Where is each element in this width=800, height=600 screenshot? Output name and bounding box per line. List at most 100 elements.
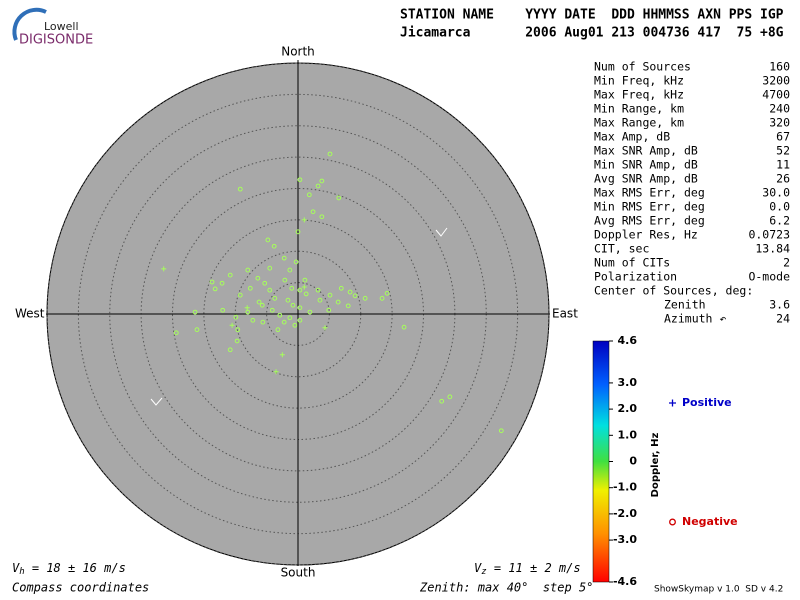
source-point xyxy=(315,183,321,189)
source-point xyxy=(219,280,225,286)
source-point xyxy=(282,277,288,283)
source-point xyxy=(227,347,233,353)
stat-value: 240 xyxy=(769,102,790,116)
stat-value: 0.0 xyxy=(769,200,790,214)
source-point xyxy=(234,338,240,344)
azimuth-tick xyxy=(150,397,163,406)
source-point xyxy=(285,297,291,303)
source-point xyxy=(271,243,277,249)
source-point xyxy=(212,286,218,292)
stat-label: Polarization xyxy=(594,270,677,284)
stat-label: Avg SNR Amp, dB xyxy=(594,172,698,186)
source-point xyxy=(287,315,293,321)
stat-value: 2 xyxy=(783,256,790,270)
stat-value: 320 xyxy=(769,116,790,130)
stat-value: 11 xyxy=(776,158,790,172)
source-point xyxy=(161,266,167,272)
header-labels: STATION NAME YYYY DATE DDD HHMMSS AXN PP… xyxy=(400,8,784,23)
source-point xyxy=(192,309,198,315)
colorbar xyxy=(592,340,610,583)
source-point xyxy=(277,312,283,318)
source-point xyxy=(267,287,273,293)
source-point xyxy=(322,325,328,331)
source-point xyxy=(281,255,287,261)
direction-label: South xyxy=(281,566,316,580)
header-values: Jicamarca 2006 Aug01 213 004736 417 75 +… xyxy=(400,26,784,41)
source-point xyxy=(293,259,299,265)
source-point xyxy=(338,285,344,291)
source-point xyxy=(310,209,316,215)
source-point xyxy=(233,314,239,320)
source-point xyxy=(279,352,285,358)
source-point xyxy=(362,295,368,301)
colorbar-tick-label: 3.0 xyxy=(618,376,638,389)
source-point xyxy=(292,322,298,328)
source-point xyxy=(237,186,243,192)
source-point xyxy=(256,299,262,305)
source-point xyxy=(275,327,281,333)
source-point xyxy=(336,195,342,201)
stat-label: CIT, sec xyxy=(594,242,649,256)
stat-value: 13.84 xyxy=(755,242,790,256)
source-point xyxy=(227,272,233,278)
source-point xyxy=(244,305,250,311)
source-point xyxy=(384,290,390,296)
colorbar-tick-label: 4.6 xyxy=(618,334,638,347)
stat-label: Num of CITs xyxy=(594,256,670,270)
source-point xyxy=(301,217,307,223)
stat-label: Num of Sources xyxy=(594,60,691,74)
source-point xyxy=(220,307,226,313)
stat-value: 26 xyxy=(776,172,790,186)
source-point xyxy=(250,317,256,323)
colorbar-tick-label: -1.0 xyxy=(613,481,637,494)
source-point xyxy=(303,291,309,297)
source-point xyxy=(297,287,303,293)
stat-label: Max SNR Amp, dB xyxy=(594,144,698,158)
source-point xyxy=(194,327,200,333)
source-point xyxy=(439,398,445,404)
source-point xyxy=(301,284,307,290)
vh-text: Vh = 18 ± 16 m/s xyxy=(12,561,126,577)
source-point xyxy=(281,319,287,325)
logo-top: Lowell xyxy=(44,20,79,33)
source-point xyxy=(290,302,296,308)
direction-label: West xyxy=(15,307,45,321)
colorbar-tick-label: -3.0 xyxy=(613,533,637,546)
stat-value: 52 xyxy=(776,144,790,158)
direction-label: North xyxy=(281,45,315,59)
source-point xyxy=(347,289,353,295)
source-point xyxy=(289,285,295,291)
stat-value: 0.0723 xyxy=(748,228,790,242)
stat-value: 160 xyxy=(769,60,790,74)
source-point xyxy=(229,322,235,328)
source-point xyxy=(352,293,358,299)
source-point xyxy=(260,319,266,325)
source-point xyxy=(297,177,303,183)
stat-label: Doppler Res, Hz xyxy=(594,228,698,242)
stat-value: O-mode xyxy=(748,270,790,284)
source-point xyxy=(447,394,453,400)
source-point xyxy=(297,317,303,323)
version-text: ShowSkymap v 1.0 SD v 4.2 xyxy=(654,585,783,595)
colorbar-tick-label: 1.0 xyxy=(618,428,638,441)
source-point xyxy=(317,297,323,303)
colorbar-label: Doppler, Hz xyxy=(650,433,661,498)
colorbar-tick-label: -4.6 xyxy=(613,575,637,588)
logo-bottom: DIGISONDE xyxy=(19,33,93,48)
source-point xyxy=(307,309,313,315)
stat-label: Azimuth ↶ xyxy=(664,312,726,326)
source-point xyxy=(262,280,268,286)
stat-label: Min Range, km xyxy=(594,102,684,116)
source-point xyxy=(379,295,385,301)
source-point xyxy=(315,287,321,293)
source-point xyxy=(287,267,293,273)
stat-label: Min Freq, kHz xyxy=(594,74,684,88)
stat-label: Max Amp, dB xyxy=(594,130,670,144)
source-point xyxy=(335,299,341,305)
stat-label: Min RMS Err, deg xyxy=(594,200,705,214)
legend-label: Positive xyxy=(682,396,732,409)
source-point xyxy=(259,302,265,308)
source-point xyxy=(255,275,261,281)
source-point xyxy=(237,292,243,298)
source-point xyxy=(269,307,275,313)
